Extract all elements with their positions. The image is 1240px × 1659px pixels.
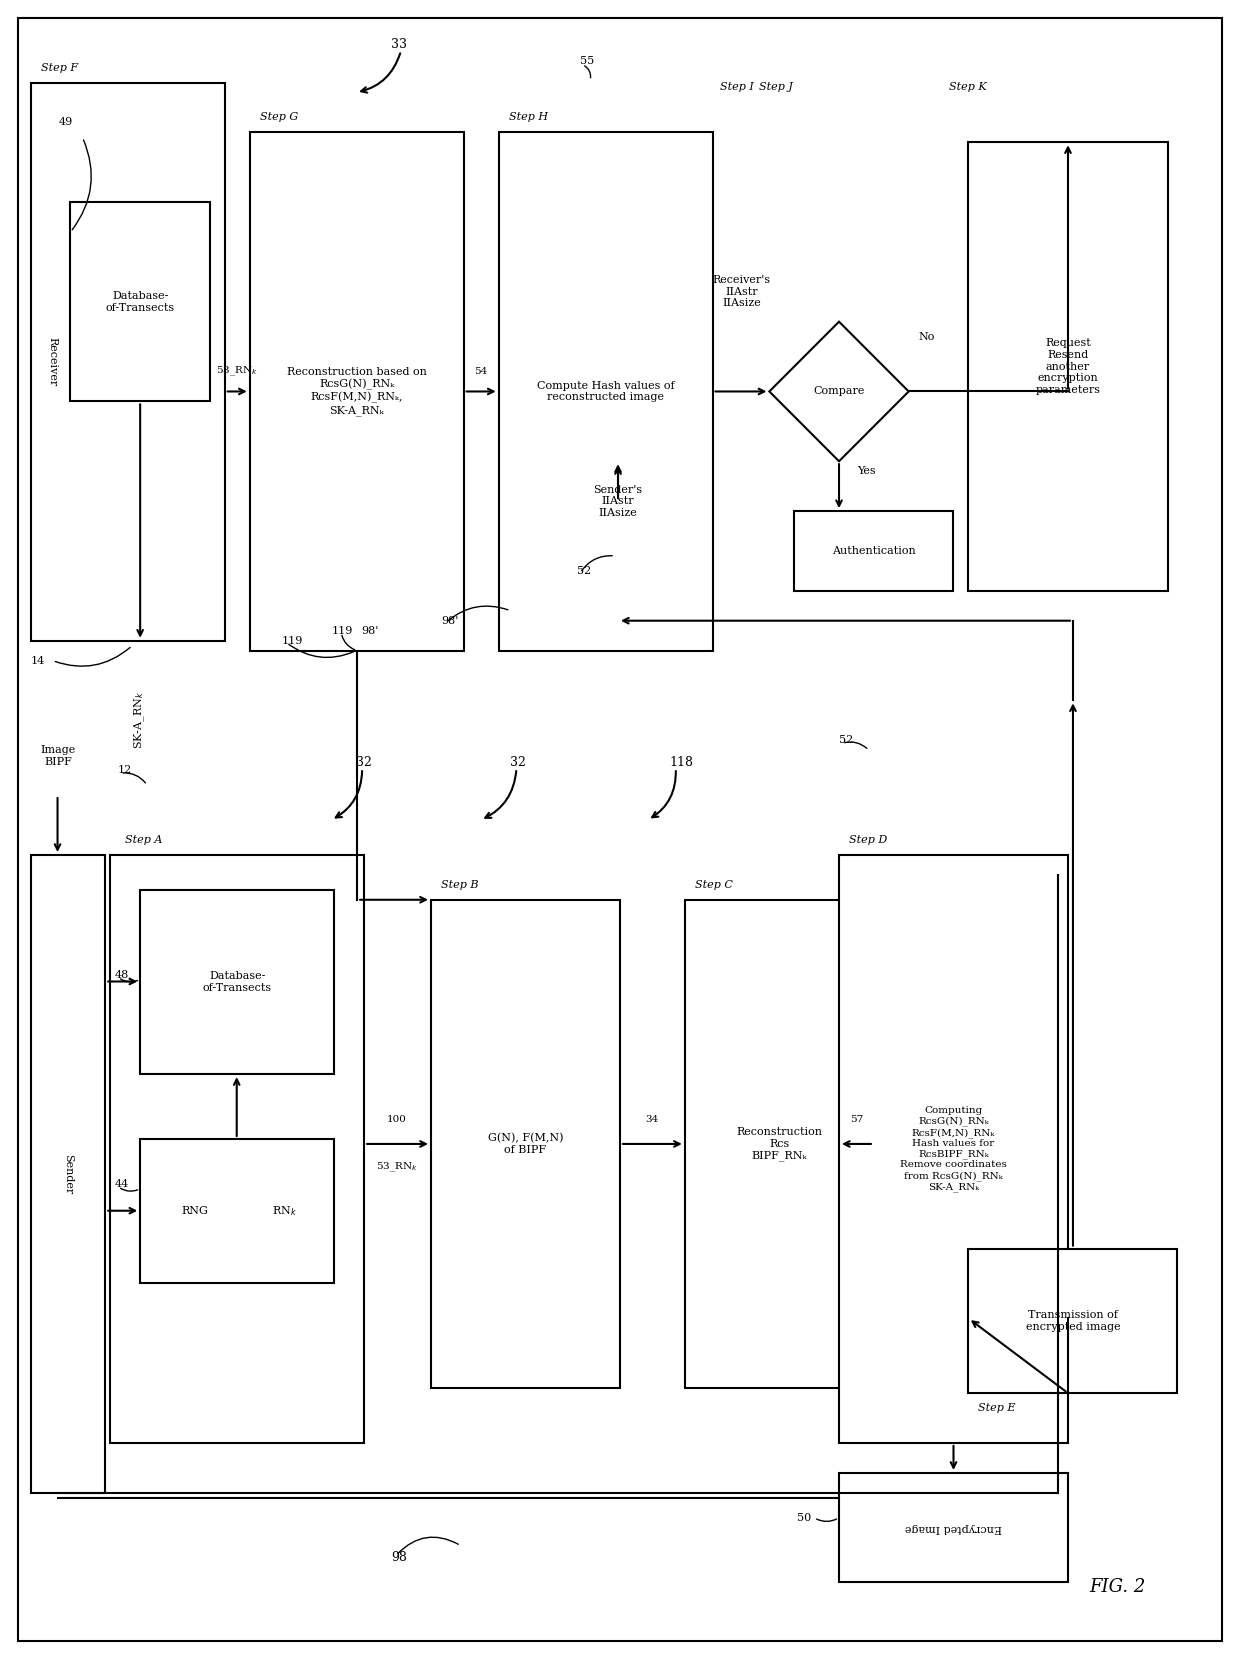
Bar xyxy=(968,143,1168,591)
Text: 53_RN$_k$: 53_RN$_k$ xyxy=(216,365,258,378)
Text: Computing
RcsG(N)_RNₖ
RcsF(M,N)_RNₖ
Hash values for
RcsBIPF_RNₖ
Remove coordinat: Computing RcsG(N)_RNₖ RcsF(M,N)_RNₖ Hash… xyxy=(900,1107,1007,1191)
Text: Database-
of-Transects: Database- of-Transects xyxy=(105,290,175,312)
Text: FIG. 2: FIG. 2 xyxy=(1090,1578,1146,1596)
Text: 98': 98' xyxy=(361,625,378,635)
Bar xyxy=(71,202,210,401)
Bar xyxy=(684,899,874,1389)
Text: 54: 54 xyxy=(474,367,487,377)
Text: Yes: Yes xyxy=(857,466,875,476)
Text: Authentication: Authentication xyxy=(832,546,915,556)
Text: 50: 50 xyxy=(797,1513,811,1523)
Text: Step K: Step K xyxy=(949,83,986,93)
Text: Compare: Compare xyxy=(813,387,864,397)
Text: Request
Resend
another
encryption
parameters: Request Resend another encryption parame… xyxy=(1035,338,1100,395)
Text: Step I: Step I xyxy=(719,83,754,93)
Text: 12: 12 xyxy=(118,765,131,775)
Bar xyxy=(498,133,713,650)
Bar xyxy=(839,854,1068,1443)
Text: 98: 98 xyxy=(391,1551,407,1564)
Bar xyxy=(794,511,954,591)
Bar xyxy=(968,1249,1178,1394)
Text: Receiver: Receiver xyxy=(47,337,57,387)
Text: 119: 119 xyxy=(281,635,303,645)
Text: Sender's
IIAstr
IIAsize: Sender's IIAstr IIAsize xyxy=(594,484,642,518)
Bar xyxy=(110,854,365,1443)
Text: Image
BIPF: Image BIPF xyxy=(41,745,76,766)
Text: Compute Hash values of
reconstructed image: Compute Hash values of reconstructed ima… xyxy=(537,380,675,401)
Bar xyxy=(31,83,224,640)
Text: Step J: Step J xyxy=(759,83,794,93)
Text: Transmission of
encrypted image: Transmission of encrypted image xyxy=(1025,1311,1120,1332)
Text: 44: 44 xyxy=(114,1180,129,1190)
Text: 34: 34 xyxy=(645,1115,658,1123)
Text: 100: 100 xyxy=(387,1115,407,1123)
Text: Reconstruction
Rcs
BIPF_RNₖ: Reconstruction Rcs BIPF_RNₖ xyxy=(737,1126,822,1161)
Bar xyxy=(140,1140,335,1284)
Text: Sender: Sender xyxy=(63,1153,73,1194)
Bar xyxy=(430,899,620,1389)
Text: 98': 98' xyxy=(440,615,459,625)
Text: 32: 32 xyxy=(356,757,372,768)
Text: Step B: Step B xyxy=(440,879,479,889)
Bar xyxy=(249,133,464,650)
Text: Step C: Step C xyxy=(694,879,733,889)
Text: 57: 57 xyxy=(851,1115,863,1123)
Text: 53_RN$_k$: 53_RN$_k$ xyxy=(376,1160,418,1173)
Text: 49: 49 xyxy=(58,118,73,128)
Text: 118: 118 xyxy=(670,757,693,768)
Text: 33: 33 xyxy=(391,38,407,51)
Text: 119: 119 xyxy=(331,625,352,635)
Text: Encrypted Image: Encrypted Image xyxy=(905,1523,1002,1533)
Text: Receiver's
IIAstr
IIAsize: Receiver's IIAstr IIAsize xyxy=(713,275,770,309)
Text: No: No xyxy=(919,332,935,342)
Text: 52: 52 xyxy=(577,566,591,576)
Text: 52: 52 xyxy=(839,735,853,745)
Text: 55: 55 xyxy=(580,56,594,66)
Bar xyxy=(31,854,105,1493)
Text: RNG: RNG xyxy=(181,1206,208,1216)
Text: Step E: Step E xyxy=(978,1404,1016,1413)
Bar xyxy=(140,889,335,1073)
Text: Step D: Step D xyxy=(849,834,887,844)
Text: Database-
of-Transects: Database- of-Transects xyxy=(202,971,272,992)
Text: 14: 14 xyxy=(31,655,45,665)
Text: SK-A_RN$_k$: SK-A_RN$_k$ xyxy=(133,692,148,750)
Text: Step F: Step F xyxy=(41,63,78,73)
Polygon shape xyxy=(769,322,909,461)
Text: RN$_k$: RN$_k$ xyxy=(272,1204,298,1218)
Text: Step G: Step G xyxy=(259,113,298,123)
Text: Reconstruction based on
RcsG(N)_RNₖ
RcsF(M,N)_RNₖ,
SK-A_RNₖ: Reconstruction based on RcsG(N)_RNₖ RcsF… xyxy=(286,367,427,416)
Text: G(N), F(M,N)
of BIPF: G(N), F(M,N) of BIPF xyxy=(487,1133,563,1155)
Bar xyxy=(839,1473,1068,1583)
Text: Step A: Step A xyxy=(125,834,162,844)
Text: Step H: Step H xyxy=(508,113,548,123)
Text: 48: 48 xyxy=(114,969,129,979)
Text: 32: 32 xyxy=(511,757,526,768)
